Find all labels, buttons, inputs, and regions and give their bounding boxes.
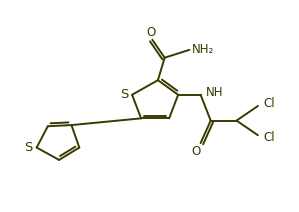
Text: S: S (25, 141, 33, 154)
Text: Cl: Cl (263, 131, 275, 144)
Text: NH₂: NH₂ (192, 43, 214, 56)
Text: NH: NH (206, 86, 224, 99)
Text: O: O (147, 26, 156, 39)
Text: S: S (120, 88, 128, 101)
Text: O: O (191, 145, 201, 158)
Text: Cl: Cl (263, 97, 275, 110)
